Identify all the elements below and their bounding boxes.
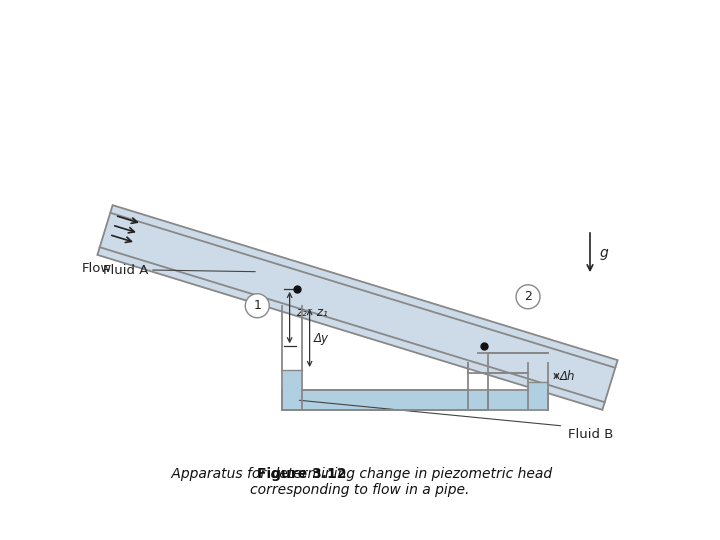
Text: Δy: Δy: [314, 332, 328, 345]
Circle shape: [246, 294, 269, 318]
Polygon shape: [283, 391, 547, 409]
Text: 2: 2: [524, 291, 532, 303]
Text: Fluid A: Fluid A: [103, 264, 148, 276]
Polygon shape: [97, 205, 618, 410]
Polygon shape: [529, 382, 547, 391]
Text: Fluid B: Fluid B: [569, 428, 614, 441]
Text: 1: 1: [253, 299, 261, 312]
Text: Flow: Flow: [82, 262, 112, 275]
Text: g: g: [600, 246, 608, 260]
Text: Figure 3.12: Figure 3.12: [257, 467, 356, 481]
Text: z₂⁻ z₁: z₂⁻ z₁: [296, 306, 328, 319]
Text: corresponding to flow in a pipe.: corresponding to flow in a pipe.: [251, 483, 469, 497]
Polygon shape: [283, 370, 301, 391]
Text: Δh: Δh: [559, 369, 575, 382]
Circle shape: [516, 285, 540, 309]
Text: Apparatus for determining change in piezometric head: Apparatus for determining change in piez…: [168, 467, 552, 481]
